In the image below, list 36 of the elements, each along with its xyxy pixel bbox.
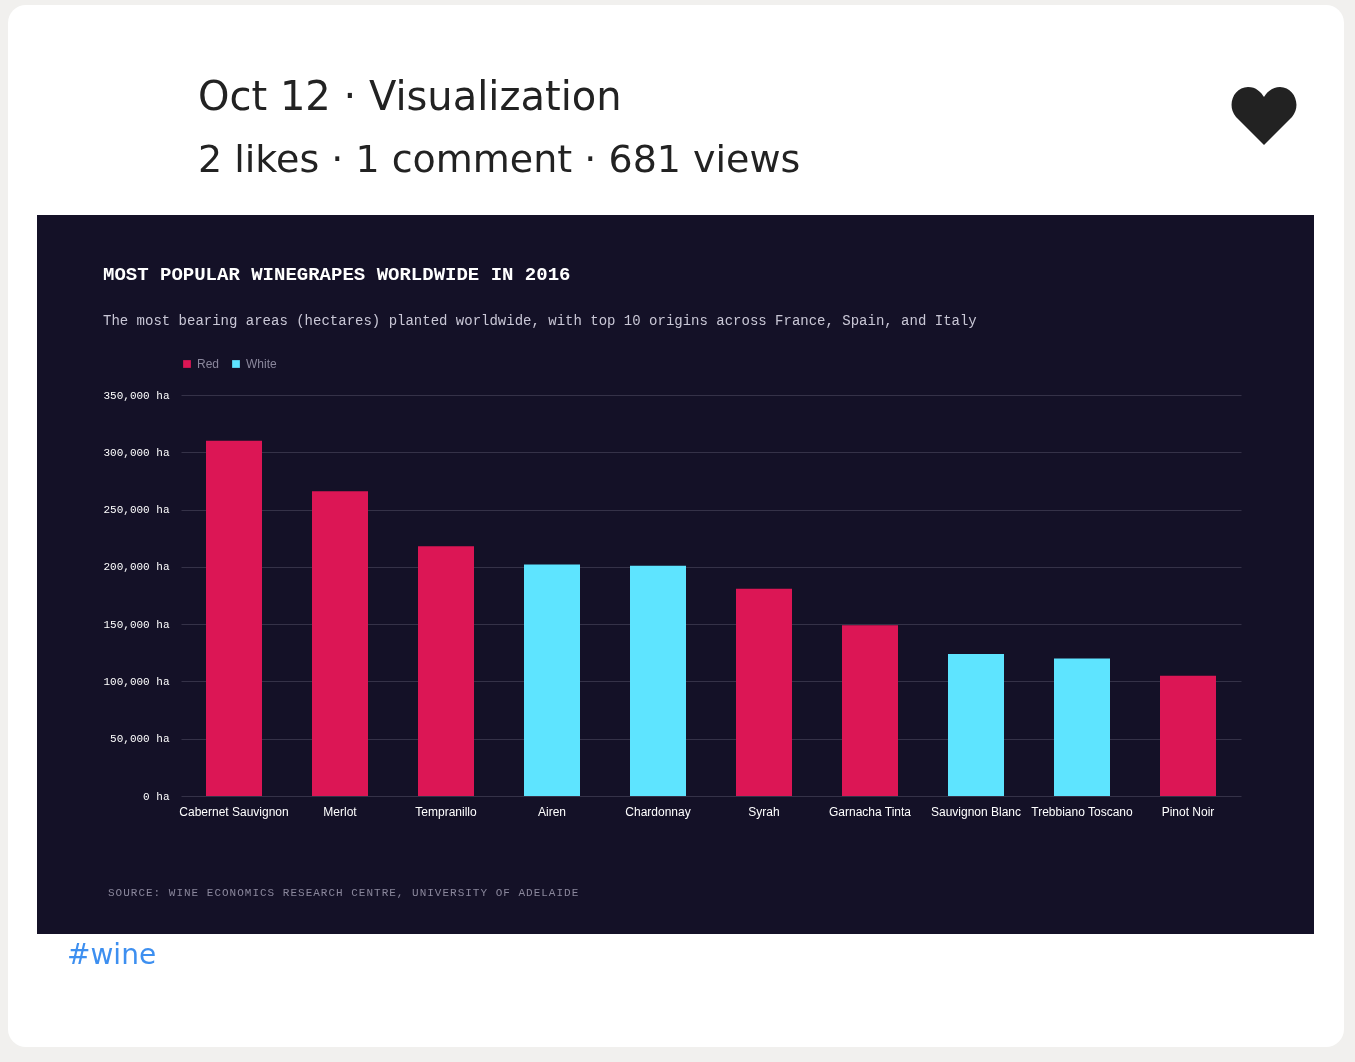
text: 2 likes · 1 comment · 681 views [198,137,801,181]
chart-subtitle: The most bearing areas (hectares) planted worldwide, with top 10 origins across France, Spain, and Italy [102,313,977,329]
text: Oct 12 · Visualization [198,73,622,119]
source-note: SOURCE: WINE ECONOMICS RESEARCH CENTRE, UNIVERSITY OF ADELAIDE [108,887,580,899]
x-tick-label: Garnacha Tinta [828,804,912,819]
y-tick-label: 350,000 ha [103,389,170,402]
y-tick-label: 50,000 ha [110,733,170,746]
x-tick-label: Chardonnay [625,804,691,819]
bar [948,653,1004,796]
y-tick-label: 150,000 ha [103,618,170,631]
bar [206,440,262,796]
bar [1054,658,1110,796]
y-tick-label: 200,000 ha [103,561,170,574]
y-tick-label: 250,000 ha [103,504,170,517]
bar [630,565,686,796]
x-tick-label: Cabernet Sauvignon [179,804,289,819]
x-tick-label: Tempranillo [415,804,478,819]
text: #wine [67,938,157,971]
bar [842,625,898,796]
x-tick-label: Trebbiano Toscano [1031,804,1134,819]
y-tick-label: 100,000 ha [103,675,170,688]
bar [312,491,368,796]
bar [1160,675,1216,796]
x-tick-label: Airen [537,804,567,819]
bar [418,546,474,796]
y-tick-label: 0 ha [143,790,170,803]
legend-label: White [246,357,277,371]
x-tick-label: Syrah [748,804,780,819]
bar [736,588,792,796]
bar [524,564,580,796]
chart-title: MOST POPULAR WINEGRAPES WORLDWIDE IN 2016 [102,264,571,286]
y-tick-label: 300,000 ha [103,446,170,459]
x-tick-label: Pinot Noir [1161,804,1215,819]
legend-label: Red [197,357,220,371]
x-tick-label: Merlot [323,804,358,819]
x-tick-label: Sauvignon Blanc [930,804,1022,819]
